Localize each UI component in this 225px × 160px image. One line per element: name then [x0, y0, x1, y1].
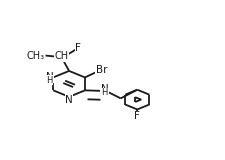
Text: N: N: [101, 84, 108, 94]
Text: F: F: [75, 43, 81, 53]
Text: CH: CH: [54, 51, 68, 61]
Text: N: N: [65, 95, 73, 105]
Text: F: F: [134, 111, 140, 121]
Text: H: H: [46, 76, 53, 85]
Text: N: N: [45, 72, 53, 82]
Text: CH₃: CH₃: [27, 51, 45, 60]
Text: H: H: [101, 88, 108, 97]
Text: Br: Br: [96, 65, 107, 75]
